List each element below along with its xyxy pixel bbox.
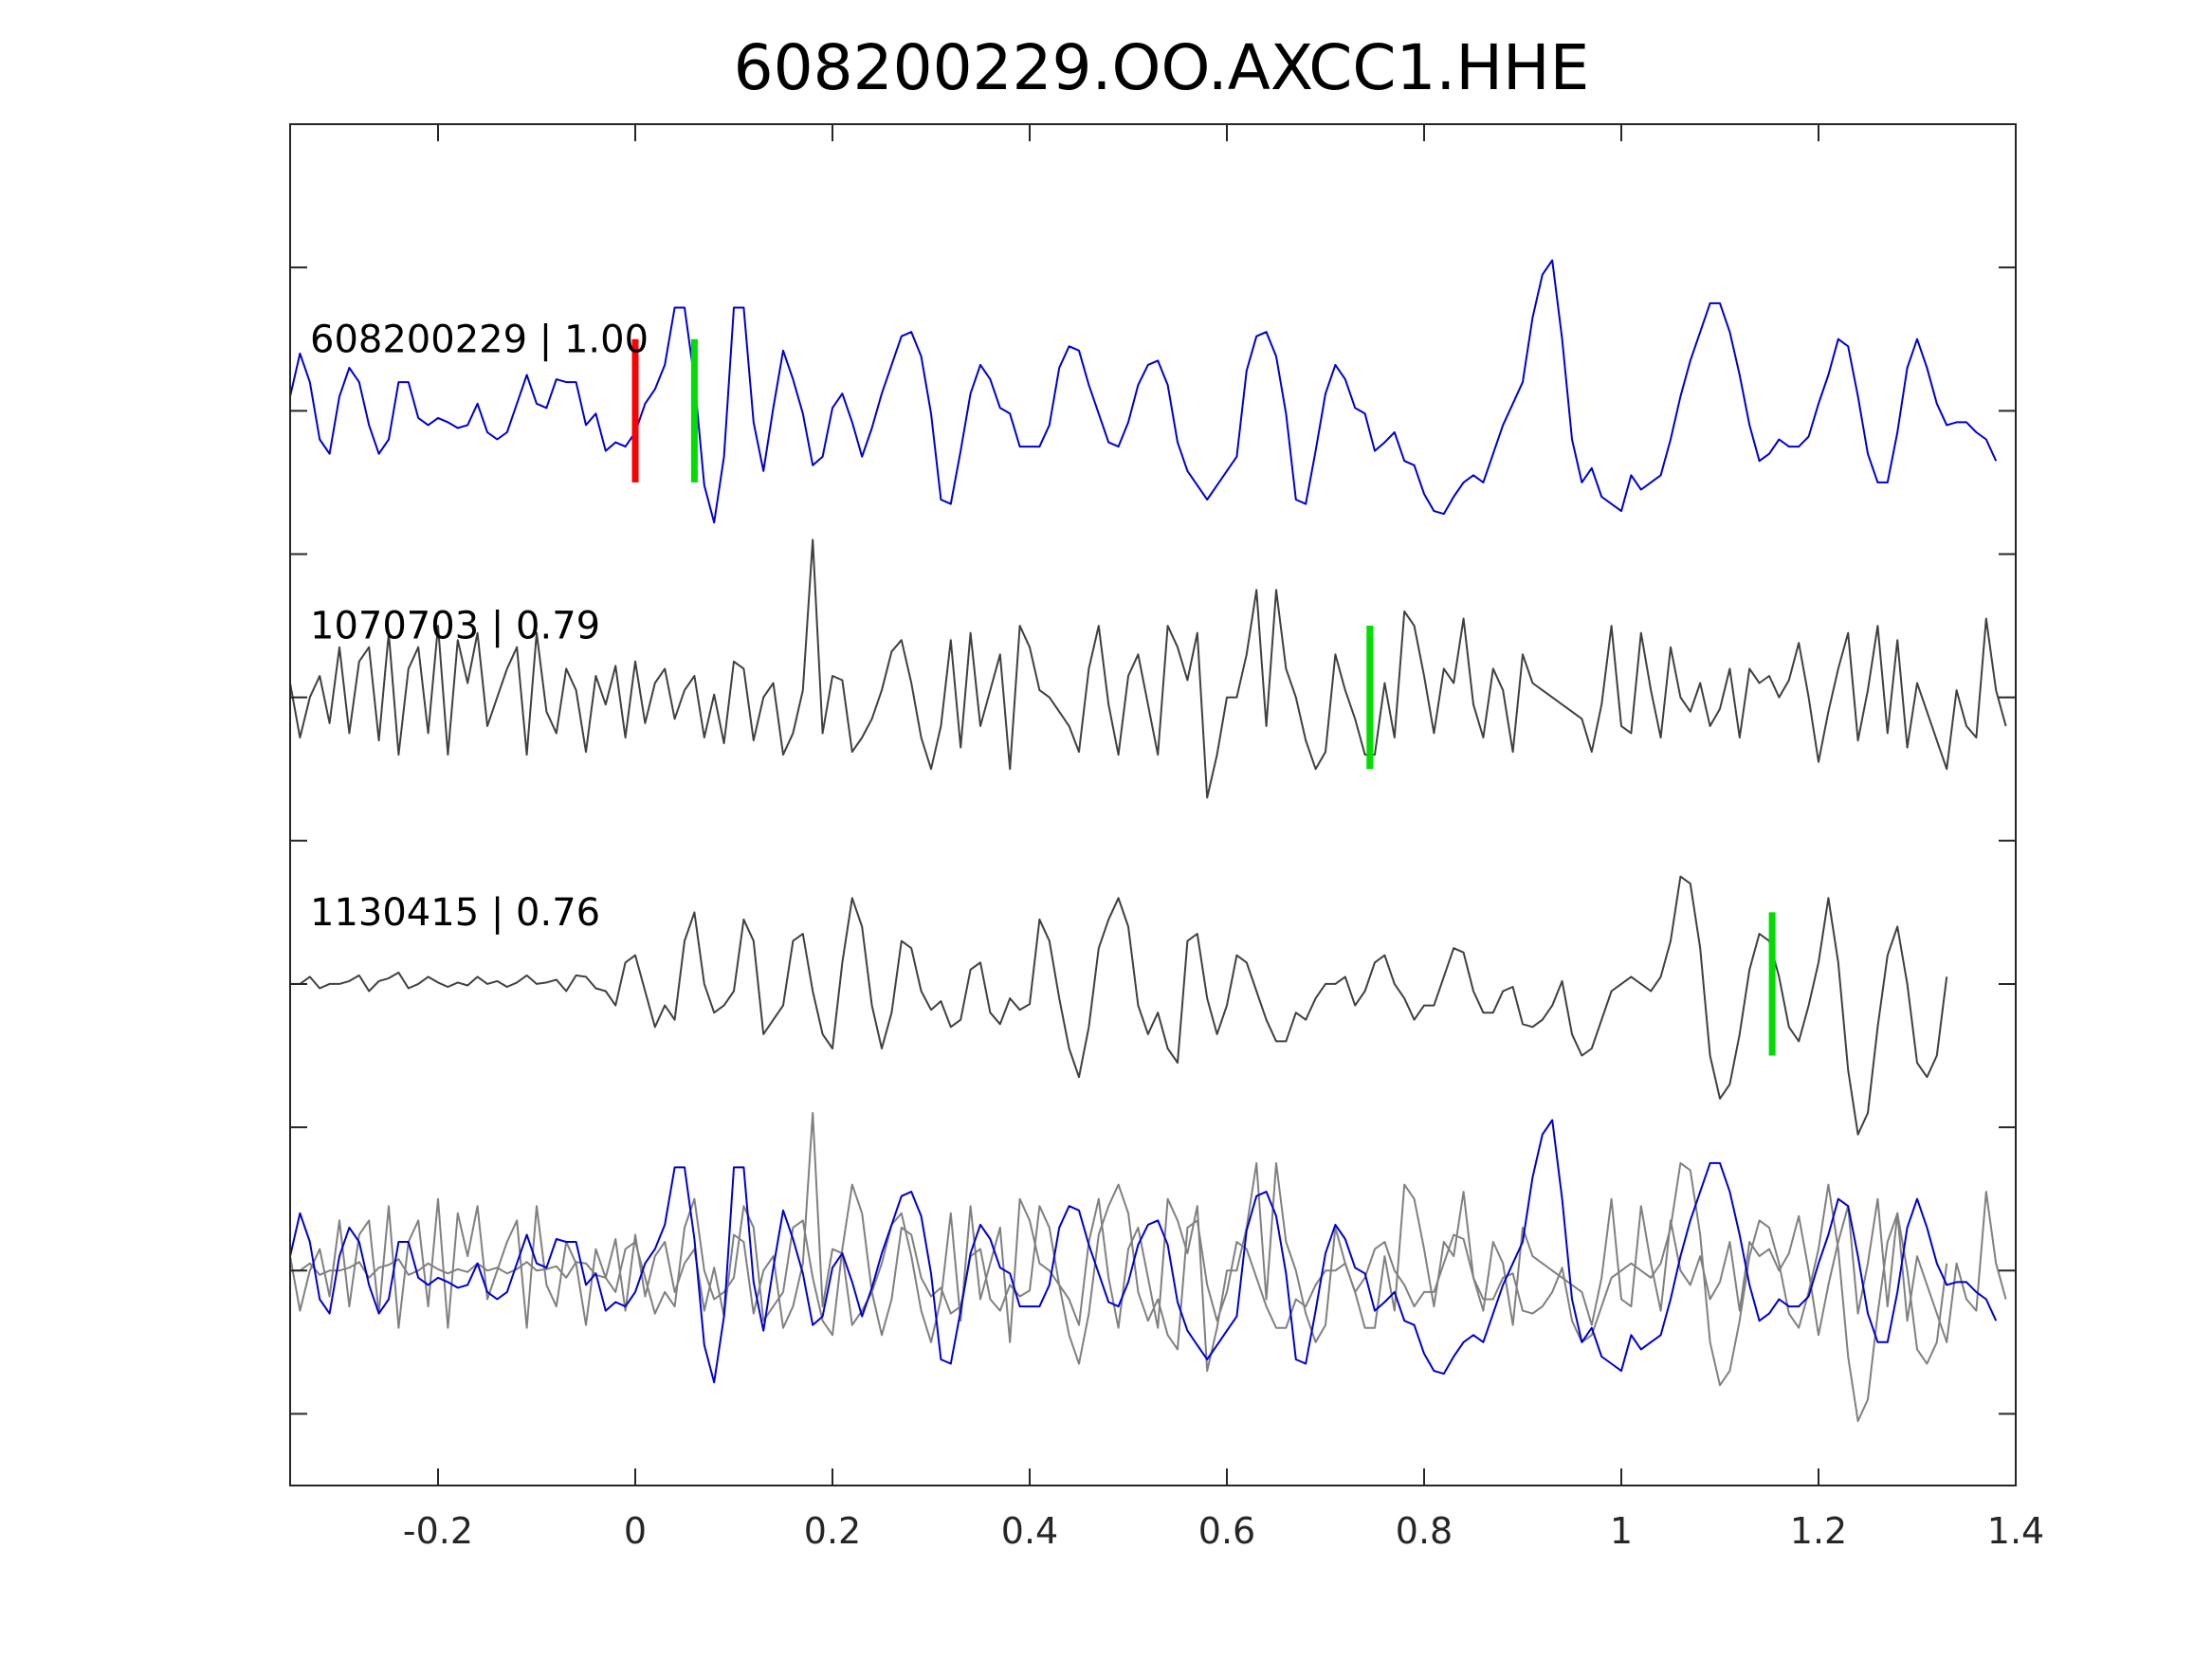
- chart-title: 608200229.OO.AXCC1.HHE: [734, 31, 1590, 104]
- x-tick-label-3: 0.4: [1001, 1510, 1058, 1552]
- x-tick-label-1: 0: [624, 1510, 647, 1552]
- pick-markers: [631, 338, 1776, 1056]
- trace-line-1: [289, 538, 2007, 799]
- x-tick-label-6: 1: [1610, 1510, 1633, 1552]
- trace-labels: 608200229 | 1.00 1070703 | 0.79 1130415 | …: [310, 318, 649, 935]
- x-tick-label-2: 0.2: [804, 1510, 861, 1552]
- x-tick-label-8: 1.4: [1987, 1510, 2044, 1552]
- axis-ticks: [290, 124, 2017, 1486]
- trace-line-4: [290, 1161, 1948, 1422]
- trace-label-0: 608200229 | 1.00: [310, 318, 649, 361]
- trace-line-5: [289, 1119, 1998, 1384]
- traces-layer: [289, 259, 2007, 1422]
- x-tick-label-7: 1.2: [1790, 1510, 1847, 1552]
- trace-label-1: 1070703 | 0.79: [310, 605, 600, 648]
- axes-frame: [289, 123, 2017, 1486]
- x-tick-label-5: 0.8: [1396, 1510, 1453, 1552]
- x-tick-label-0: -0.2: [403, 1510, 473, 1552]
- plot-area: 608200229 | 1.00 1070703 | 0.79 1130415 | …: [289, 123, 2044, 1552]
- x-tick-labels: -0.2 0 0.2 0.4 0.6 0.8 1 1.2 1.4: [403, 1510, 2044, 1552]
- trace-line-3: [289, 1112, 2007, 1373]
- trace-line-0: [289, 259, 1998, 524]
- trace-line-2: [290, 875, 1948, 1136]
- trace-label-2: 1130415 | 0.76: [310, 891, 600, 935]
- x-tick-label-4: 0.6: [1198, 1510, 1255, 1552]
